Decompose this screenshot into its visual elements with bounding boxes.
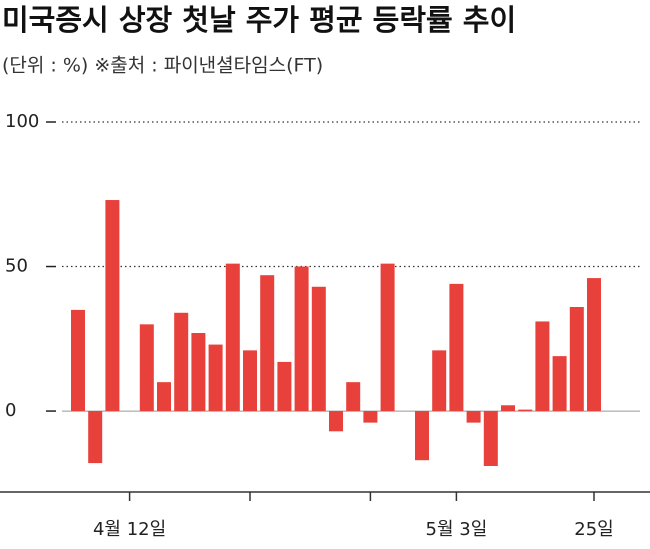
bar [518, 409, 533, 412]
x-tick-label: 25일 [574, 519, 613, 540]
bar [449, 283, 464, 412]
bar [260, 275, 275, 412]
bar [483, 411, 498, 466]
bar [208, 344, 223, 412]
bar [380, 263, 395, 412]
bar [294, 266, 309, 412]
bar [157, 382, 171, 412]
bar [363, 411, 378, 423]
bar [501, 405, 515, 412]
bar [587, 278, 601, 412]
bar [88, 411, 103, 464]
bar [243, 350, 257, 412]
bar [139, 324, 154, 412]
bar [466, 411, 481, 423]
bar [105, 200, 120, 412]
bar [225, 263, 240, 412]
bar [346, 382, 361, 412]
bar [552, 356, 567, 412]
y-tick-label: 0 [5, 400, 16, 421]
bar [569, 307, 584, 412]
y-tick-label: 100 [5, 111, 39, 132]
bar [277, 361, 292, 412]
chart-title: 미국증시 상장 첫날 주가 평균 등락률 추이 [2, 3, 516, 37]
bar [174, 312, 189, 412]
x-tick-label: 5월 3일 [426, 519, 488, 540]
y-tick-label: 50 [5, 256, 28, 277]
bar [191, 333, 206, 412]
bar [71, 309, 85, 412]
bar [311, 286, 326, 412]
bar [329, 411, 343, 432]
bar [432, 350, 447, 412]
bar [535, 321, 550, 412]
chart-subtitle: (단위 : %) ※출처 : 파이낸셜타임스(FT) [2, 55, 323, 77]
bar [415, 411, 429, 461]
x-tick-label: 4월 12일 [93, 519, 166, 540]
